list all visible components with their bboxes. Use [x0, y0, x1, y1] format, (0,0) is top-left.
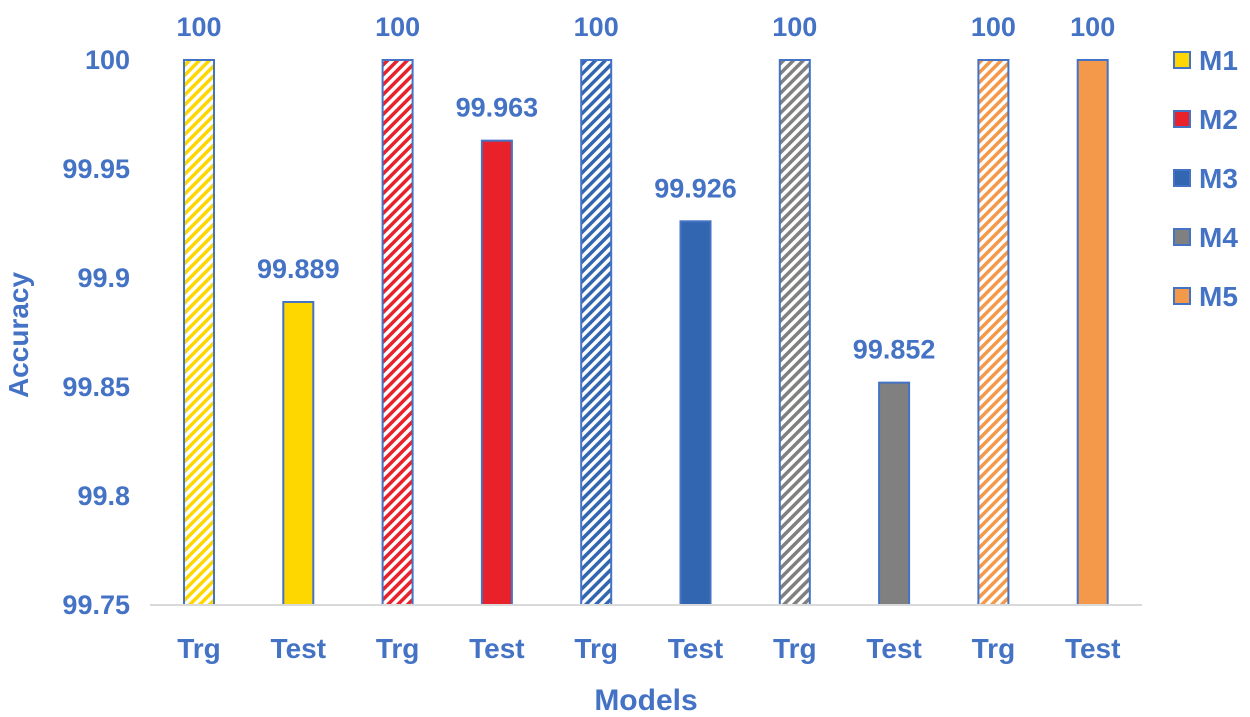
x-tick-label: Test — [469, 633, 525, 664]
bar-value-label: 100 — [176, 12, 221, 42]
y-axis-title: Accuracy — [3, 272, 34, 399]
bar-m3-trg — [580, 59, 613, 606]
bars-layer — [183, 59, 1109, 607]
x-tick-label: Trg — [972, 633, 1016, 664]
y-tick-label: 100 — [85, 45, 130, 75]
legend: M1 M2 M3 M4 M5 — [1173, 45, 1238, 312]
x-tick-label: Trg — [773, 633, 817, 664]
legend-swatch-m2 — [1173, 110, 1191, 128]
legend-label-m3: M3 — [1199, 163, 1238, 194]
bar-m3-test — [679, 220, 712, 606]
bar-value-label: 99.889 — [257, 254, 340, 284]
x-tick-label: Test — [866, 633, 922, 664]
legend-label-m4: M4 — [1199, 222, 1238, 253]
x-tick-label: Test — [271, 633, 327, 664]
bar-m2-test — [480, 139, 513, 606]
bar-m2-trg — [381, 59, 414, 606]
x-tick-labels: Trg Test Trg Test Trg Test Trg Test Trg Test — [177, 633, 1120, 664]
x-tick-label: Test — [1065, 633, 1121, 664]
y-tick-label: 99.75 — [62, 590, 130, 620]
bar-value-label: 100 — [772, 12, 817, 42]
legend-swatch-m5 — [1173, 287, 1191, 305]
legend-swatch-m1 — [1173, 51, 1191, 69]
x-tick-label: Trg — [376, 633, 420, 664]
legend-label-m1: M1 — [1199, 45, 1238, 76]
legend-swatch-m4 — [1173, 228, 1191, 246]
bar-m1-trg — [183, 59, 215, 606]
bar-m4-test — [878, 381, 911, 607]
bar-m4-trg — [778, 59, 811, 606]
x-tick-label: Trg — [177, 633, 221, 664]
bar-value-label: 100 — [971, 12, 1016, 42]
legend-swatch-m3 — [1173, 169, 1191, 187]
y-tick-labels: 99.75 99.8 99.85 99.9 99.95 100 — [62, 45, 130, 620]
y-tick-label: 99.9 — [77, 263, 130, 293]
bar-m5-test — [1076, 59, 1109, 606]
bar-value-label: 99.963 — [456, 93, 539, 123]
x-tick-label: Trg — [574, 633, 618, 664]
y-tick-label: 99.8 — [77, 481, 130, 511]
y-tick-label: 99.95 — [62, 154, 130, 184]
bar-value-label: 100 — [1070, 12, 1115, 42]
bar-value-label: 100 — [375, 12, 420, 42]
y-tick-label: 99.85 — [62, 372, 130, 402]
value-labels-layer: 100 99.889 100 99.963 100 99.926 100 99.852 100 1… — [176, 12, 1115, 365]
bar-value-label: 100 — [574, 12, 619, 42]
legend-label-m2: M2 — [1199, 104, 1238, 135]
bar-value-label: 99.926 — [654, 173, 737, 203]
bar-m5-trg — [977, 59, 1010, 606]
x-axis-title: Models — [594, 684, 697, 717]
legend-label-m5: M5 — [1199, 281, 1238, 312]
bar-value-label: 99.852 — [853, 335, 936, 365]
bar-m1-test — [282, 300, 315, 606]
x-tick-label: Test — [668, 633, 724, 664]
